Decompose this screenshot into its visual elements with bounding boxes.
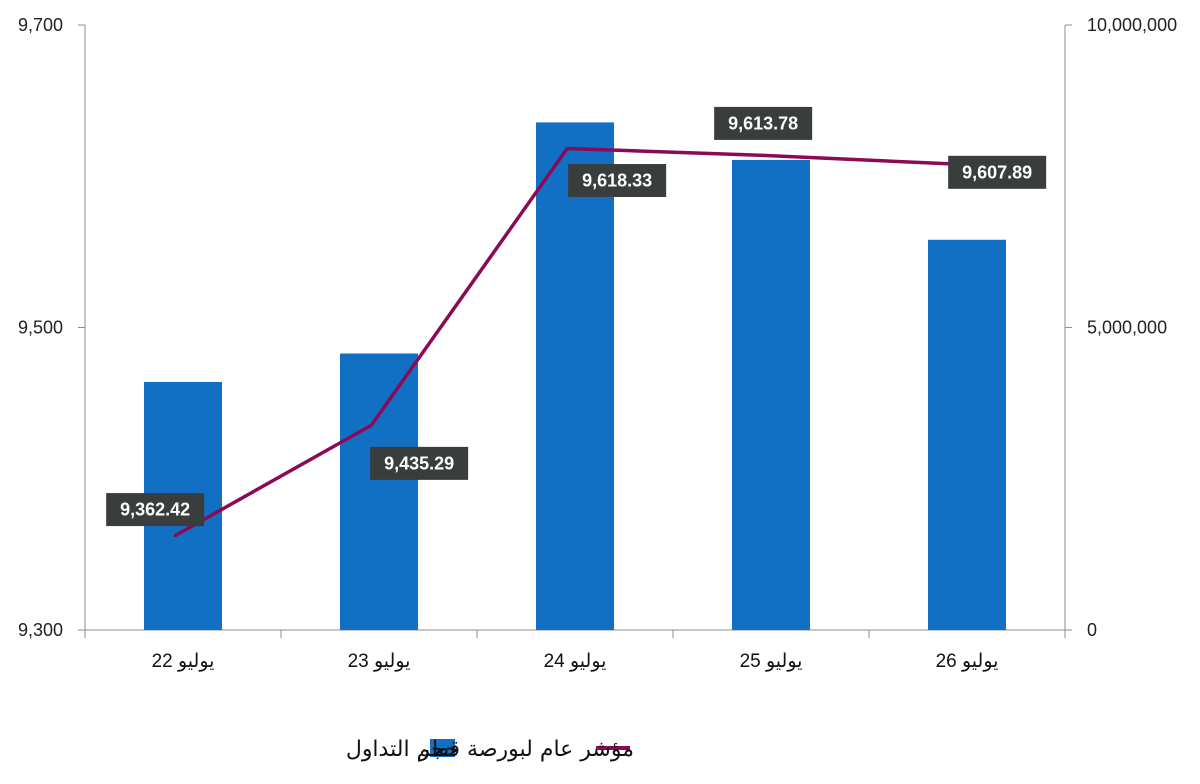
x-axis-tick-label: 23 يوليو [348,651,411,672]
x-axis-tick-label: 24 يوليو [544,651,607,672]
data-label-box [948,155,1047,189]
bar [928,239,1006,630]
line-point [761,153,765,157]
legend-label-bar: حجم التداول [346,737,459,762]
data-label: 9,362.42 [120,500,190,520]
data-label-box [370,446,469,480]
data-label: 9,613.78 [728,113,798,133]
line-point [565,147,569,151]
right-axis-tick-label: 0 [1087,620,1097,640]
bar [732,159,810,631]
data-label-box [106,493,205,527]
line-series [173,146,961,538]
bar [536,122,614,630]
legend-swatch-bar [430,739,455,757]
x-axis-tick-label: 25 يوليو [740,651,803,672]
x-axis-ticks: 22 يوليو 23 يوليو 24 يوليو 25 يوليو 26 يوليو [152,651,999,672]
line-point [369,423,373,427]
data-label: 9,435.29 [384,453,454,473]
data-label-box [714,106,813,140]
bar [340,353,418,630]
line-point [173,534,177,538]
axes: 9,300 9,500 9,700 0 5,000,000 10,000,000 [18,15,1177,640]
left-axis-tick-label: 9,300 [18,620,63,640]
legend-label-line: مؤشر عام لبورصة قطر [418,737,634,762]
data-label-box [568,164,667,198]
data-labels: 9,362.42 9,435.29 9,618.33 9,613.78 9,607.89 [106,106,1047,527]
left-axis-tick-label: 9,700 [18,15,63,35]
x-axis-tick-label: 22 يوليو [152,651,215,672]
right-axis-tick-label: 5,000,000 [1087,318,1167,338]
data-label: 9,618.33 [582,171,652,191]
x-axis-tick-label: 26 يوليو [936,651,999,672]
left-axis-tick-label: 9,500 [18,318,63,338]
bar-series [144,122,1006,631]
right-axis-tick-label: 10,000,000 [1087,15,1177,35]
data-label: 9,607.89 [962,162,1032,182]
